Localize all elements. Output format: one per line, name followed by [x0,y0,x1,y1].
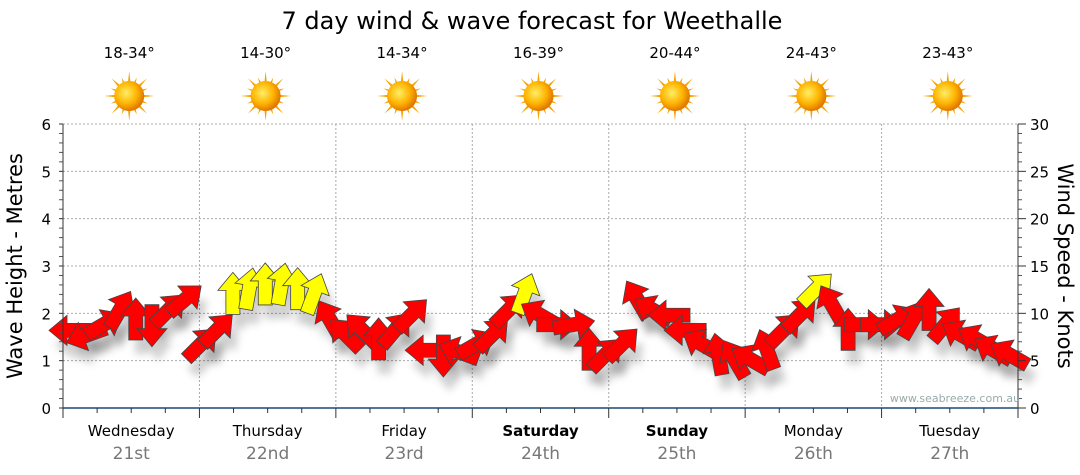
temperature-label: 14-34° [377,44,428,62]
sun-ray [277,94,291,98]
date-label: 21st [113,444,150,464]
left-axis-label: Wave Height - Metres [3,153,27,379]
chart-title: 7 day wind & wave forecast for Weethalle [282,7,783,35]
sun-disc [659,81,690,111]
sun-ray [264,107,268,121]
day-label: Monday [784,422,843,440]
right-axis-label: Wind Speed - Knots [1053,163,1077,368]
day-label: Tuesday [918,422,980,440]
right-tick-label: 5 [1030,353,1040,371]
wind-arrow [551,308,596,340]
wind-arrow [601,328,638,365]
sun-ray [959,94,973,98]
right-tick-label: 30 [1030,116,1049,134]
date-label: 25th [657,444,696,464]
temperature-label: 16-39° [513,44,564,62]
sun-icon [649,71,700,121]
sun-disc [796,81,827,111]
sun-ray [809,107,813,121]
wind-arrow [719,340,752,382]
sun-icon [104,71,155,121]
left-tick-label: 5 [41,163,51,181]
wind-arrow [197,314,233,351]
date-label: 24th [521,444,560,464]
date-label: 22nd [246,444,289,464]
date-label: 27th [930,444,969,464]
sun-ray [786,94,800,98]
sun-ray [127,71,131,85]
wind-arrow [299,273,330,317]
wind-arrow-shadow [170,299,208,333]
temperature-label: 18-34° [104,44,155,62]
left-tick-label: 2 [41,305,51,323]
sun-ray [537,107,540,121]
right-tick-label: 10 [1030,305,1049,323]
wind-arrow [796,273,832,310]
sun-ray [400,71,404,85]
sun-icon [922,71,973,121]
sun-disc [114,81,145,111]
left-tick-label: 1 [41,353,51,371]
sun-ray [413,94,428,98]
sun-disc [523,81,554,111]
watermark: www.seabreeze.com.au [890,392,1020,405]
temperature-label: 14-30° [240,44,291,62]
temperature-label: 23-43° [922,44,973,62]
day-label: Friday [381,422,427,440]
wind-arrow [330,319,366,355]
sun-ray [141,94,155,98]
date-label: 26th [794,444,833,464]
right-tick-label: 20 [1030,211,1049,229]
sun-ray [240,94,254,98]
left-tick-label: 6 [41,116,51,134]
right-tick-label: 25 [1030,163,1049,181]
wind-arrow [663,314,707,347]
right-tick-label: 15 [1030,258,1049,276]
sun-disc [250,81,281,111]
sun-ray [400,107,404,121]
sun-ray [809,71,813,85]
left-tick-label: 4 [41,211,51,229]
date-label: 23rd [385,444,424,464]
sun-ray [823,94,837,98]
sun-ray [264,71,268,85]
sun-ray [127,107,131,121]
sun-ray [537,71,540,85]
sun-disc [387,81,418,111]
day-label: Saturday [502,422,579,440]
sun-ray [686,94,700,98]
sun-icon [786,71,837,121]
wind-arrow-shadow [737,358,778,390]
sun-disc [932,81,963,111]
sun-ray [104,94,118,98]
left-tick-label: 3 [41,258,51,276]
temperature-label: 24-43° [786,44,837,62]
left-tick-label: 0 [41,400,51,418]
sun-ray [513,94,527,98]
sun-ray [922,94,936,98]
sun-ray [673,71,677,85]
wind-arrow [163,285,202,319]
day-label: Sunday [646,422,709,440]
sun-ray [673,107,677,121]
wind-arrow [391,299,427,335]
sun-ray [550,94,564,98]
wind-arrow [990,339,1032,372]
sun-icon [513,71,564,121]
wind-arrow [647,299,691,332]
sun-ray [946,107,950,121]
sun-icon [240,71,291,121]
right-tick-label: 0 [1030,400,1040,418]
sun-ray [377,94,391,98]
sun-ray [649,94,664,98]
temperature-label: 20-44° [649,44,700,62]
sun-ray [946,71,950,85]
wind-arrow [266,262,298,307]
day-label: Wednesday [88,422,175,440]
day-label: Thursday [232,422,303,440]
sun-icon [377,71,428,121]
